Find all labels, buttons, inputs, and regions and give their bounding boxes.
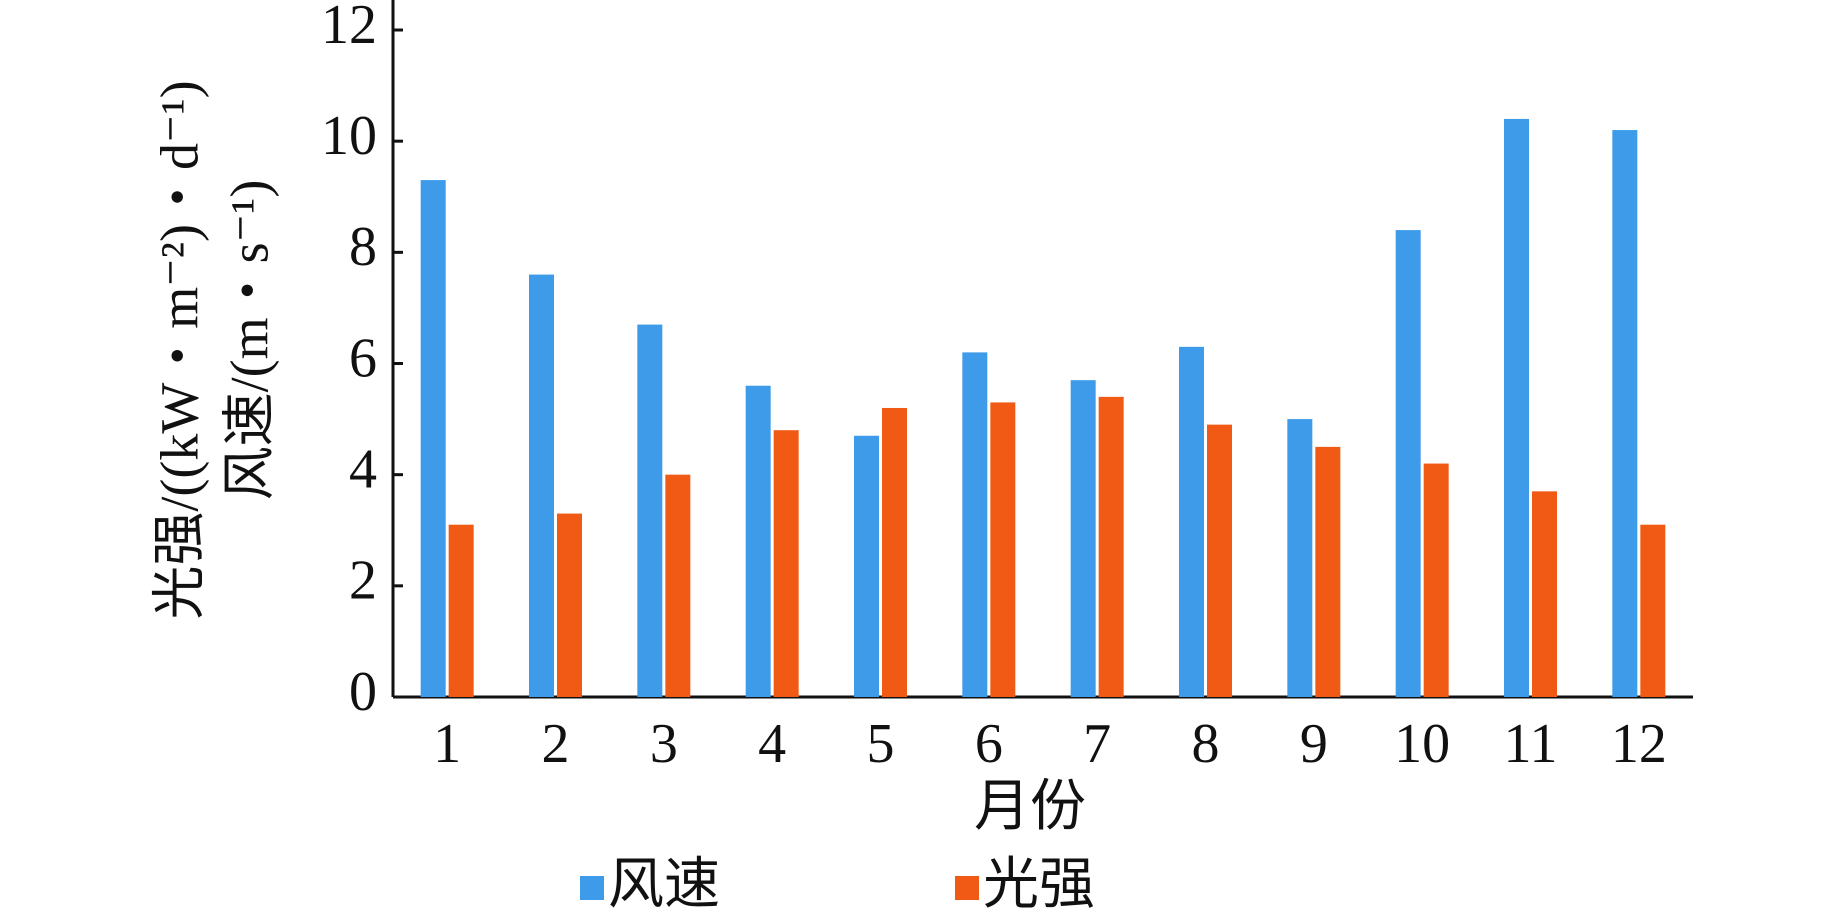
y-tick-label: 6 <box>349 327 377 389</box>
bar <box>1179 346 1204 697</box>
x-axis-label: 月份 <box>974 776 1086 838</box>
bar <box>1612 130 1638 698</box>
legend-label: 光强 <box>983 854 1095 916</box>
bar <box>637 324 663 697</box>
bar <box>448 524 474 697</box>
bar <box>1532 491 1557 697</box>
bar <box>557 513 582 697</box>
bar <box>1315 446 1341 697</box>
bar <box>882 407 907 697</box>
bar <box>529 274 554 697</box>
bar <box>854 435 879 697</box>
x-tick-label: 2 <box>542 713 570 775</box>
y-axis-label: 风速/(m・s⁻¹) <box>219 180 279 501</box>
bar <box>773 430 799 697</box>
bar <box>665 474 691 697</box>
bar <box>1070 380 1096 697</box>
x-tick-label: 12 <box>1611 713 1667 775</box>
y-tick-label: 0 <box>349 661 377 723</box>
x-tick-label: 3 <box>650 713 678 775</box>
x-tick-label: 10 <box>1394 713 1450 775</box>
bar <box>1504 118 1529 697</box>
y-tick-label: 12 <box>321 0 377 56</box>
legend-label: 风速 <box>608 854 720 916</box>
x-tick-label: 1 <box>433 713 461 775</box>
x-tick-label: 4 <box>758 713 786 775</box>
bar <box>1098 396 1124 697</box>
bar <box>990 402 1016 697</box>
bar <box>1395 230 1421 697</box>
bar <box>1287 419 1313 697</box>
y-tick-label: 2 <box>349 550 377 612</box>
bar <box>1640 524 1666 697</box>
y-tick-label: 4 <box>349 439 377 501</box>
bar <box>1423 463 1449 697</box>
x-tick-label: 8 <box>1192 713 1220 775</box>
legend-swatch <box>580 876 604 900</box>
x-tick-label: 11 <box>1504 713 1558 775</box>
x-tick-label: 5 <box>867 713 895 775</box>
y-axis-label: 光强/((kW・m⁻²)・d⁻¹) <box>149 80 209 619</box>
x-tick-label: 6 <box>975 713 1003 775</box>
x-tick-label: 9 <box>1300 713 1328 775</box>
x-tick-label: 7 <box>1083 713 1111 775</box>
y-tick-label: 10 <box>321 105 377 167</box>
bar <box>962 352 988 697</box>
bar <box>420 180 446 697</box>
y-tick-label: 8 <box>349 216 377 278</box>
bar <box>745 385 771 697</box>
legend-swatch <box>955 876 979 900</box>
bar <box>1207 424 1232 697</box>
